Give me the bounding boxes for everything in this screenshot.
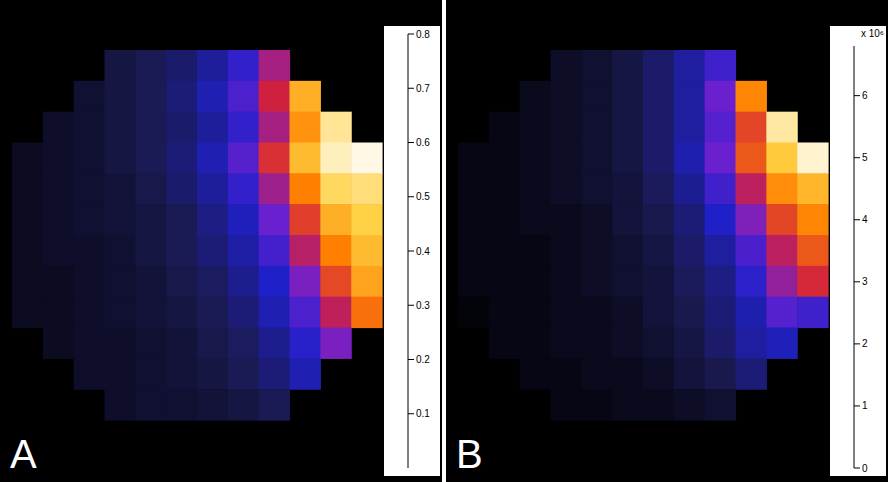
svg-text:1: 1 [862,400,868,411]
svg-text:4: 4 [862,214,868,225]
svg-text:0.8: 0.8 [416,29,430,40]
svg-text:0.6: 0.6 [416,137,430,148]
svg-text:0.2: 0.2 [416,354,430,365]
svg-text:0.7: 0.7 [416,83,430,94]
svg-text:3: 3 [862,276,868,287]
svg-text:0.5: 0.5 [416,191,430,202]
svg-text:0.3: 0.3 [416,300,430,311]
svg-text:0.1: 0.1 [416,408,430,419]
svg-text:6: 6 [862,90,868,101]
html-text:B: B [456,432,483,476]
svg-text:2: 2 [862,338,868,349]
svg-text:0.4: 0.4 [416,246,430,257]
html-text:A: A [10,432,37,476]
svg-text:5: 5 [862,152,868,163]
html-text:x 10⁶: x 10⁶ [861,28,884,39]
svg-text:0: 0 [862,463,868,474]
